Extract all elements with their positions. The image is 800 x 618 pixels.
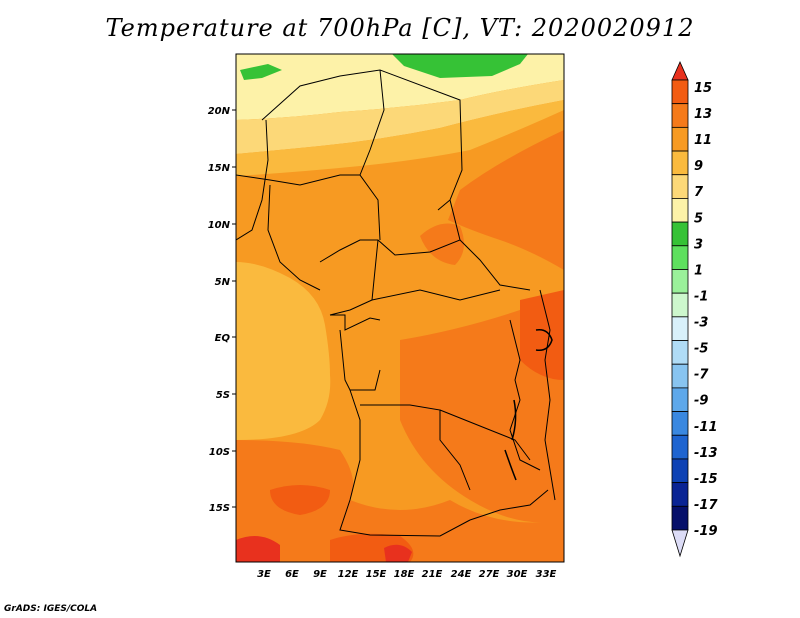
colorbar-label: -1	[694, 290, 708, 305]
cold-patch-nw	[240, 64, 282, 80]
colorbar-swatch	[671, 245, 689, 270]
colorbar-swatch	[671, 316, 689, 341]
lat-tick: EQ	[215, 333, 231, 344]
colorbar-swatch	[671, 150, 689, 176]
map-frame	[235, 53, 565, 563]
colorbar-label: -15	[694, 472, 718, 487]
lat-tick: 15N	[208, 163, 231, 174]
lat-tick: 5N	[215, 277, 231, 288]
map-plot-area	[236, 54, 564, 562]
colorbar-swatch	[671, 221, 689, 247]
colorbar-swatch	[671, 292, 689, 318]
colorbar-label: -3	[694, 316, 708, 331]
triangle-up-icon	[671, 61, 689, 81]
lat-tick: 20N	[208, 106, 231, 117]
colorbar-label: 13	[694, 107, 712, 122]
lat-tick: 5S	[216, 390, 230, 401]
colorbar-swatch	[671, 79, 689, 105]
colorbar-label: 7	[694, 185, 704, 200]
colorbar-label: 9	[694, 159, 703, 174]
lat-axis: 20N 15N 10N 5N EQ 5S 10S 15S	[208, 106, 236, 514]
colorbar-swatch	[671, 387, 689, 412]
lat-tick: 10S	[209, 447, 230, 458]
colorbar-swatch	[671, 363, 689, 389]
colorbar-label: 1	[694, 263, 703, 278]
lon-tick: 33E	[536, 569, 557, 580]
lon-tick: 15E	[366, 569, 387, 580]
colorbar-swatch	[671, 269, 689, 294]
lon-tick: 12E	[338, 569, 359, 580]
colorbar-label: -9	[694, 394, 708, 409]
colorbar-swatch	[671, 198, 689, 223]
colorbar-label: -19	[694, 524, 718, 539]
colorbar-swatch	[671, 434, 689, 460]
cold-patch-north	[392, 54, 528, 78]
map-title: Temperature at 700hPa [C], VT: 202002091…	[105, 14, 695, 42]
lon-tick: 6E	[285, 569, 299, 580]
colorbar-swatch	[671, 482, 689, 507]
colorbar-label: -7	[694, 368, 709, 383]
country-borders	[236, 69, 556, 537]
lakes	[504, 328, 553, 481]
colorbar-label: -17	[694, 498, 718, 513]
colorbar-swatch	[671, 126, 689, 152]
colorbar-swatch	[671, 458, 689, 484]
lon-tick: 24E	[451, 569, 472, 580]
lat-tick: 15S	[209, 503, 230, 514]
lon-tick: 3E	[257, 569, 271, 580]
lon-tick: 27E	[479, 569, 500, 580]
colorbar-swatch	[671, 411, 689, 436]
triangle-down-icon	[671, 529, 689, 558]
colorbar-label: -13	[694, 446, 718, 461]
colorbar-swatch	[671, 340, 689, 365]
lat-tick: 10N	[208, 220, 231, 231]
credit-text: GrADS: IGES/COLA	[4, 604, 98, 614]
colorbar-label: 5	[694, 211, 703, 226]
colorbar-label: 11	[694, 133, 712, 148]
colorbar-swatch	[671, 103, 689, 128]
colorbar-label: -5	[694, 342, 708, 357]
colorbar: 15 13 11 9 7 5 3 1 -1 -3 -5 -7 -9 -11 -13 -15 -17 -19	[671, 61, 718, 558]
lon-tick: 30E	[507, 569, 528, 580]
colorbar-swatch	[671, 505, 689, 531]
lon-axis: 3E 6E 9E 12E 15E 18E 21E 24E 27E 30E 33E	[257, 569, 556, 580]
colorbar-label: 3	[694, 237, 703, 252]
colorbar-label: 15	[694, 81, 712, 96]
lon-tick: 21E	[422, 569, 443, 580]
colorbar-label: -11	[694, 420, 718, 435]
lon-tick: 18E	[394, 569, 415, 580]
lon-tick: 9E	[313, 569, 327, 580]
colorbar-swatch	[671, 174, 689, 199]
